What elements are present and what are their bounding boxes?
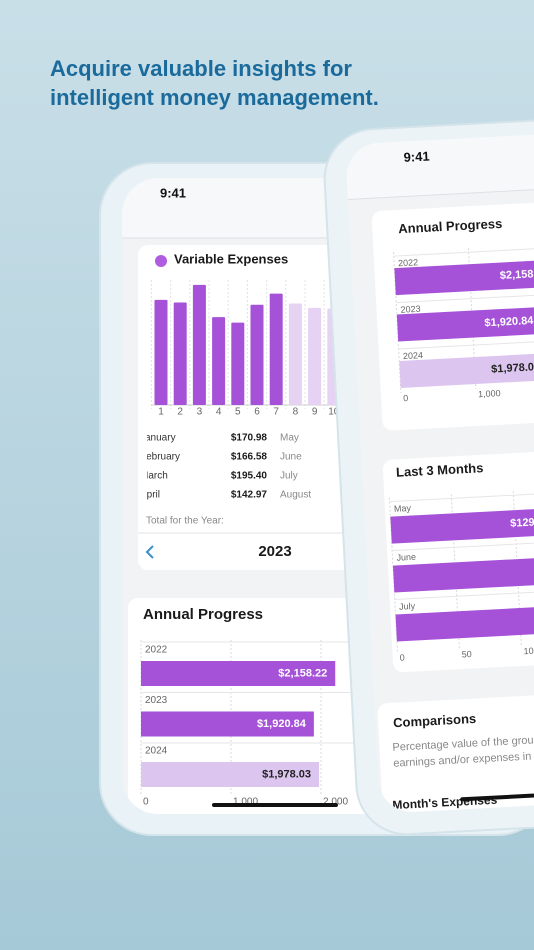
bar	[390, 508, 534, 544]
card-title: Last 3 Months	[396, 460, 484, 480]
x-tick-label: 1	[158, 407, 164, 418]
bar	[141, 661, 336, 686]
month-name: March	[140, 471, 168, 482]
bar	[392, 556, 534, 593]
month-amount: $170.98	[231, 433, 268, 444]
x-tick-label: 50	[461, 649, 472, 660]
card-title: Annual Progress	[398, 216, 503, 236]
category-label: 2024	[403, 350, 424, 361]
category-label: 2023	[400, 304, 421, 315]
value-label: $1,920.84	[257, 718, 307, 730]
category-label: 2022	[145, 645, 168, 656]
status-time: 9:41	[403, 149, 430, 165]
month-name: August	[280, 490, 311, 501]
x-tick-label: 5	[235, 407, 241, 418]
home-indicator	[460, 789, 534, 802]
bar	[269, 293, 283, 405]
bar-chart: 0 50 100 May $129.8 June July	[388, 480, 534, 663]
row-line	[396, 281, 534, 304]
bar-chart: 1234567891011	[150, 280, 377, 418]
month-name: January	[140, 433, 176, 444]
month-name: May	[280, 433, 299, 444]
year: 2023	[258, 543, 291, 560]
previous-year-button[interactable]	[145, 545, 154, 559]
bar-chart: 0 1,000 2,000 2022 $2,158.22 2023 $1,920.84 202…	[140, 640, 534, 808]
row-line	[392, 529, 534, 552]
month-name: June	[280, 452, 302, 463]
value-label: $129.8	[510, 516, 534, 530]
bar	[154, 299, 168, 405]
legend-dot	[155, 255, 167, 267]
row-line	[389, 480, 534, 503]
bar	[308, 307, 322, 405]
month-name: July	[280, 471, 298, 482]
bar	[173, 302, 187, 405]
card-title: Variable Expenses	[174, 251, 288, 266]
category-label: July	[399, 601, 416, 612]
x-tick-label: 0	[400, 652, 406, 662]
bar	[399, 353, 534, 388]
separator	[347, 186, 534, 200]
bar	[212, 317, 226, 405]
x-tick-label: 0	[403, 393, 409, 403]
total-label: Total for the Year:	[146, 516, 224, 527]
x-tick-label: 0	[143, 797, 149, 808]
bar	[394, 259, 534, 296]
card	[377, 691, 534, 814]
month-name: February	[140, 452, 180, 463]
bar-chart: 0 1,000 2022 $2,158.22 2023 $1,920.84 2024 $1,9…	[393, 234, 534, 403]
row-line	[398, 327, 534, 350]
x-tick-label: 10	[328, 407, 340, 418]
category-label: 2022	[398, 257, 419, 268]
bar	[396, 307, 534, 342]
x-tick-label: 4	[216, 407, 222, 418]
month-amount: $142.97	[231, 490, 268, 501]
bar	[288, 303, 302, 405]
x-tick-label: 100	[523, 645, 534, 656]
x-tick-label: 9	[312, 407, 318, 418]
x-tick-label: 7	[273, 407, 279, 418]
headline: intelligent money management.	[50, 85, 379, 110]
x-tick-label: 2,000	[323, 797, 348, 808]
category-label: June	[396, 552, 416, 563]
bar	[231, 322, 245, 405]
x-tick-label: 8	[293, 407, 299, 418]
x-tick-label: 6	[254, 407, 260, 418]
value-label: $2,158.22	[500, 267, 534, 282]
bar	[395, 605, 534, 642]
status-area	[344, 131, 534, 200]
x-tick-label: 1,000	[478, 388, 501, 399]
value-label: $2,158.22	[278, 667, 327, 679]
category-label: 2023	[145, 695, 168, 706]
card-title: Comparisons	[393, 711, 477, 730]
value-label: $1,978.03	[262, 768, 311, 780]
month-name: April	[140, 490, 160, 501]
category-label: May	[394, 503, 412, 514]
bar	[250, 304, 264, 405]
status-time: 9:41	[160, 185, 186, 200]
bar	[192, 284, 206, 405]
right-phone: 9:41 Annual Progress 0 1,000 2022 $2,158.22…	[323, 119, 534, 836]
row-line	[393, 234, 534, 257]
x-tick-label: 1,000	[233, 797, 258, 808]
x-tick-label: 3	[197, 407, 203, 418]
value-label: $1,978.03	[491, 361, 534, 376]
card-title: Annual Progress	[143, 606, 263, 623]
bar	[141, 762, 320, 787]
x-tick-label: 2	[177, 407, 183, 418]
value-label: $1,920.84	[484, 315, 534, 330]
month-amount: $195.40	[231, 471, 268, 482]
month-amount: $166.58	[231, 452, 268, 463]
month-table: January $170.98 May February $166.58 June Marc…	[140, 433, 311, 501]
headline: Acquire valuable insights for	[50, 56, 352, 81]
category-label: 2024	[145, 746, 168, 757]
bar	[141, 711, 314, 737]
row-line	[394, 578, 534, 601]
